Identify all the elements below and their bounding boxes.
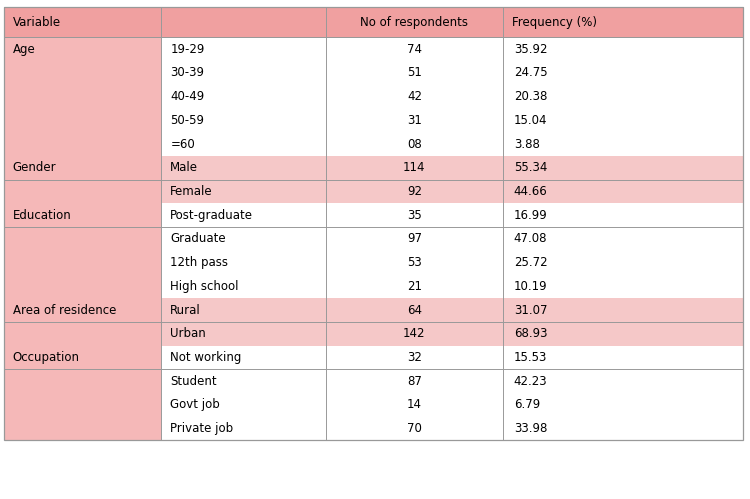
Text: 31.07: 31.07 <box>514 303 548 316</box>
Text: 47.08: 47.08 <box>514 233 548 246</box>
Bar <box>161 250 742 274</box>
Text: Not working: Not working <box>170 351 242 364</box>
Text: 142: 142 <box>404 327 426 340</box>
Text: 16.99: 16.99 <box>514 209 548 222</box>
Bar <box>161 61 742 85</box>
Text: Rural: Rural <box>170 303 201 316</box>
Text: 64: 64 <box>406 303 422 316</box>
Bar <box>4 369 161 393</box>
Text: 21: 21 <box>406 280 422 293</box>
Text: 35: 35 <box>407 209 422 222</box>
Text: 87: 87 <box>407 375 422 388</box>
Bar <box>161 132 742 156</box>
Text: 44.66: 44.66 <box>514 185 548 198</box>
Text: High school: High school <box>170 280 238 293</box>
Text: Govt job: Govt job <box>170 398 220 411</box>
Text: Private job: Private job <box>170 422 233 435</box>
Bar <box>4 61 161 85</box>
Text: Education: Education <box>13 209 71 222</box>
Text: Urban: Urban <box>170 327 206 340</box>
Bar <box>161 322 742 346</box>
Text: 32: 32 <box>407 351 422 364</box>
Bar <box>4 7 742 440</box>
Bar <box>4 322 161 346</box>
Text: Age: Age <box>13 43 35 56</box>
Text: 92: 92 <box>406 185 422 198</box>
Text: Gender: Gender <box>13 161 56 174</box>
Bar <box>4 227 161 250</box>
Text: 31: 31 <box>407 114 422 127</box>
Bar <box>4 274 161 298</box>
Text: 33.98: 33.98 <box>514 422 547 435</box>
Text: Frequency (%): Frequency (%) <box>512 16 596 29</box>
Bar <box>4 7 742 37</box>
Bar <box>4 132 161 156</box>
Text: 53: 53 <box>407 256 422 269</box>
Text: Area of residence: Area of residence <box>13 303 116 316</box>
Text: 14: 14 <box>406 398 422 411</box>
Text: 97: 97 <box>406 233 422 246</box>
Text: 74: 74 <box>406 43 422 56</box>
Text: 35.92: 35.92 <box>514 43 548 56</box>
Bar <box>161 393 742 417</box>
Text: 19-29: 19-29 <box>170 43 205 56</box>
Bar <box>161 85 742 109</box>
Bar <box>161 274 742 298</box>
Bar <box>161 369 742 393</box>
Text: 51: 51 <box>407 66 422 79</box>
Text: 55.34: 55.34 <box>514 161 547 174</box>
Text: 08: 08 <box>407 138 422 151</box>
Bar <box>161 156 742 180</box>
Text: Graduate: Graduate <box>170 233 226 246</box>
Bar <box>4 85 161 109</box>
Text: 50-59: 50-59 <box>170 114 204 127</box>
Text: 70: 70 <box>407 422 422 435</box>
Bar <box>161 37 742 61</box>
Text: =60: =60 <box>170 138 195 151</box>
Bar <box>4 417 161 440</box>
Bar <box>4 204 161 227</box>
Text: 68.93: 68.93 <box>514 327 548 340</box>
Text: 30-39: 30-39 <box>170 66 204 79</box>
Bar <box>161 109 742 132</box>
Bar <box>4 37 161 61</box>
Bar <box>161 417 742 440</box>
Bar <box>161 346 742 369</box>
Bar <box>161 204 742 227</box>
Text: 10.19: 10.19 <box>514 280 548 293</box>
Text: Male: Male <box>170 161 198 174</box>
Bar <box>4 393 161 417</box>
Text: 3.88: 3.88 <box>514 138 540 151</box>
Text: 40-49: 40-49 <box>170 90 205 103</box>
Text: Occupation: Occupation <box>13 351 80 364</box>
Bar <box>4 156 161 180</box>
Text: 42.23: 42.23 <box>514 375 548 388</box>
Bar <box>161 227 742 250</box>
Text: No of respondents: No of respondents <box>360 16 468 29</box>
Bar <box>4 346 161 369</box>
Text: 15.53: 15.53 <box>514 351 547 364</box>
Bar <box>4 250 161 274</box>
Bar <box>4 180 161 204</box>
Text: 6.79: 6.79 <box>514 398 540 411</box>
Text: Post-graduate: Post-graduate <box>170 209 254 222</box>
Text: 42: 42 <box>406 90 422 103</box>
Text: 24.75: 24.75 <box>514 66 548 79</box>
Text: 15.04: 15.04 <box>514 114 548 127</box>
Bar <box>4 109 161 132</box>
Text: 12th pass: 12th pass <box>170 256 228 269</box>
Text: 20.38: 20.38 <box>514 90 547 103</box>
Text: Female: Female <box>170 185 213 198</box>
Text: Variable: Variable <box>13 16 61 29</box>
Bar <box>4 298 161 322</box>
Bar <box>161 180 742 204</box>
Bar <box>161 298 742 322</box>
Text: 25.72: 25.72 <box>514 256 548 269</box>
Text: Student: Student <box>170 375 217 388</box>
Text: 114: 114 <box>404 161 426 174</box>
